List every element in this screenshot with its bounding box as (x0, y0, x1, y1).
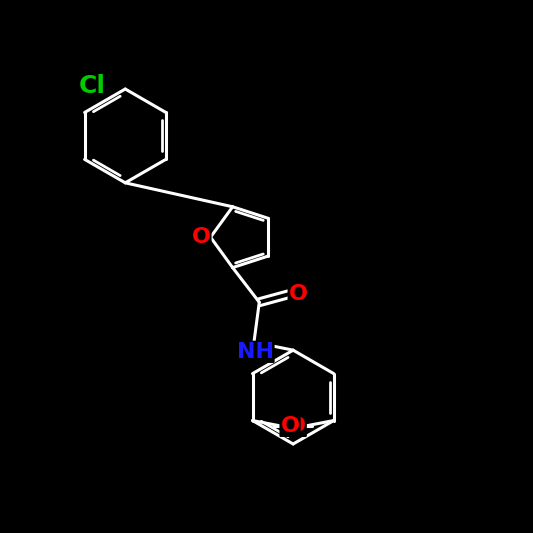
Text: O: O (191, 227, 211, 247)
Text: O: O (289, 284, 308, 304)
Text: NH: NH (237, 342, 273, 362)
Text: O: O (287, 416, 306, 436)
Text: Cl: Cl (79, 74, 106, 99)
Text: O: O (280, 416, 300, 436)
